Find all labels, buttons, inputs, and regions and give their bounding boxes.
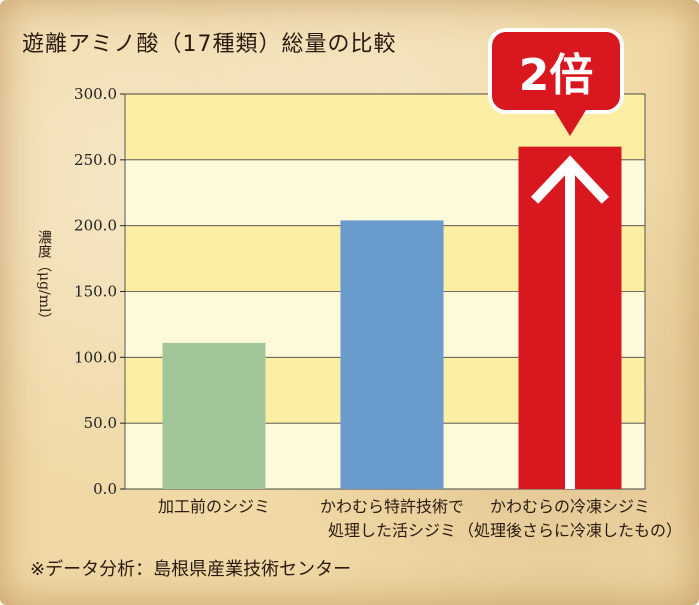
x-tick-label: 処理した活シジミ [328, 521, 456, 540]
x-tick-label: 加工前のシジミ [158, 497, 270, 516]
arrow-head [530, 155, 610, 204]
bar-2 [340, 220, 444, 489]
y-tick-label: 50.0 [84, 414, 117, 432]
chart-title: 遊離アミノ酸（17種類）総量の比較 [22, 32, 397, 57]
y-axis-label: 濃度（μg/ml） [36, 230, 52, 327]
x-tick-label: （処理後さらに冷凍したもの） [458, 521, 682, 540]
x-tick-label: かわむらの冷凍シジミ [490, 497, 650, 516]
y-tick-label: 300.0 [74, 85, 117, 103]
y-tick-label: 200.0 [74, 217, 117, 235]
y-tick-label: 100.0 [74, 348, 117, 366]
badge-pointer [554, 110, 586, 136]
badge-text: 2倍 [519, 50, 594, 101]
bar-1 [162, 342, 266, 489]
x-tick-label: かわむら特許技術で [320, 497, 464, 516]
y-tick-label: 250.0 [74, 151, 117, 169]
y-tick-label: 0.0 [93, 480, 117, 498]
y-tick-label: 150.0 [74, 283, 117, 301]
data-source-footnote: ※データ分析：島根県産業技術センター [30, 559, 352, 580]
